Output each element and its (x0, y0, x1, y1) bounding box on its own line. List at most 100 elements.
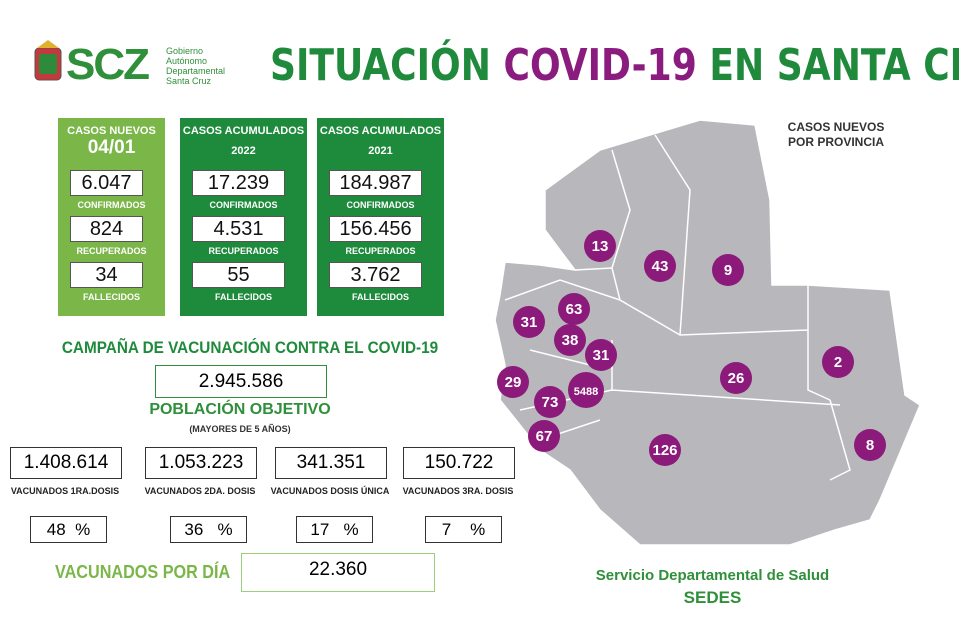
dose-value: 1.408.614 (10, 447, 122, 479)
org-line: Autónomo (166, 56, 208, 66)
footer-line: Servicio Departamental de Salud (595, 567, 830, 584)
province-cases: 31 (521, 314, 538, 331)
per-day-label: VACUNADOS POR DÍA (55, 562, 231, 582)
bubble (584, 230, 616, 262)
bubble (534, 386, 566, 418)
province-cases: 67 (536, 428, 553, 445)
title-highlight: COVID-19 (503, 40, 697, 91)
province-bubble: 9 (712, 254, 744, 286)
province-cases: 2 (834, 354, 842, 371)
case-label: CONFIRMADOS (209, 200, 278, 210)
panel-period: 2022 (231, 145, 256, 157)
org-line: Gobierno (166, 46, 204, 56)
bubble (822, 346, 854, 378)
target-note: (MAYORES DE 5 AÑOS) (189, 424, 291, 434)
province-cases: 5488 (574, 386, 598, 398)
bubble (497, 366, 529, 398)
bubble (513, 306, 545, 338)
title: SITUACIÓN COVID-19 EN SANTA CRUZ (270, 40, 959, 91)
case-panel: CASOS ACUMULADOS 2022 17.239 CONFIRMADOS 4.5… (180, 118, 307, 316)
map-title: CASOS NUEVOS POR PROVINCIA (780, 120, 892, 150)
bubble (720, 362, 752, 394)
province-bubble: 8 (854, 429, 886, 461)
case-label: RECUPERADOS (76, 246, 147, 256)
case-value: 3.762 (329, 262, 422, 288)
province-bubble: 29 (497, 366, 529, 398)
case-value: 6.047 (70, 170, 143, 196)
coat-of-arms (34, 40, 62, 81)
panel-heading: CASOS ACUMULADOS (319, 125, 442, 137)
case-value: 55 (192, 262, 285, 288)
province-bubble: 63 (558, 293, 590, 325)
case-value: 4.531 (192, 216, 285, 242)
bubble (585, 339, 617, 371)
dose-label: VACUNADOS 2DA. DOSIS (144, 486, 256, 496)
province-bubble: 2 (822, 346, 854, 378)
dose-value: 150.722 (403, 447, 515, 479)
dose-label: VACUNADOS 3RA. DOSIS (402, 486, 514, 496)
case-panel: CASOS ACUMULADOS 2021 184.987 CONFIRMADOS 15… (317, 118, 444, 316)
province-bubble: 26 (720, 362, 752, 394)
case-label: CONFIRMADOS (346, 200, 415, 210)
province-cases: 126 (652, 442, 677, 459)
case-label: RECUPERADOS (208, 246, 279, 256)
dose-percent: 48 % (30, 516, 107, 543)
panel-period: 04/01 (87, 137, 136, 158)
province-bubble: 13 (584, 230, 616, 262)
province-cases: 13 (592, 238, 609, 255)
case-value: 156.456 (329, 216, 422, 242)
province-cases: 9 (724, 262, 732, 279)
province-cases: 38 (562, 332, 579, 349)
per-day-value: 22.360 (241, 553, 435, 592)
bubble (554, 324, 586, 356)
panel-period: 2021 (368, 145, 393, 157)
bubble (854, 429, 886, 461)
map-title-line: CASOS NUEVOS (787, 120, 885, 134)
province-cases: 31 (593, 347, 610, 364)
province-cases: 73 (542, 394, 559, 411)
province-bubble: 43 (644, 250, 676, 282)
logo-text: SCZ (66, 40, 150, 89)
dose-percent: 7 % (425, 516, 502, 543)
province-bubble: 5488 (568, 372, 604, 408)
panel-heading: CASOS NUEVOS (67, 125, 156, 137)
bubble (528, 420, 560, 452)
province-cases: 29 (505, 374, 522, 391)
case-label: CONFIRMADOS (77, 200, 146, 210)
province-bubble: 31 (513, 306, 545, 338)
bubble (712, 254, 744, 286)
province-cases: 63 (566, 301, 583, 318)
case-label: FALLECIDOS (351, 292, 409, 302)
bubble (558, 293, 590, 325)
case-value: 824 (70, 216, 143, 242)
dose-value: 341.351 (275, 447, 387, 479)
vaccination-title: CAMPAÑA DE VACUNACIÓN CONTRA EL COVID-19 (61, 338, 439, 357)
bubble (568, 372, 604, 408)
case-label: FALLECIDOS (82, 292, 140, 302)
bubble (649, 434, 681, 466)
title-part: EN SANTA CRUZ (709, 40, 959, 91)
org-line: Santa Cruz (166, 76, 212, 86)
title-part: SITUACIÓN (270, 40, 491, 91)
dose-value: 1.053.223 (145, 447, 257, 479)
footer-line: SEDES (683, 588, 742, 607)
case-value: 184.987 (329, 170, 422, 196)
province-bubble: 126 (649, 434, 681, 466)
province-bubble: 31 (585, 339, 617, 371)
province-bubble: 67 (528, 420, 560, 452)
dose-label: VACUNADOS 1RA.DOSIS (10, 486, 120, 496)
map: 13 43 9 63 31 38 31 2 26 29 5488 73 67 126 8 (494, 119, 921, 546)
dose-label: VACUNADOS DOSIS ÚNICA (270, 486, 390, 496)
province-bubble: 38 (554, 324, 586, 356)
case-value: 17.239 (192, 170, 285, 196)
org-line: Departamental (166, 66, 226, 76)
province-bubble: 73 (534, 386, 566, 418)
target-label: POBLACIÓN OBJETIVO (149, 401, 331, 418)
org-name: Gobierno Autónomo Departamental Santa Cruz (166, 46, 225, 86)
province-cases: 26 (728, 370, 745, 387)
bubble (644, 250, 676, 282)
dose-percent: 17 % (296, 516, 373, 543)
case-value: 34 (70, 262, 143, 288)
target-value: 2.945.586 (155, 365, 327, 398)
